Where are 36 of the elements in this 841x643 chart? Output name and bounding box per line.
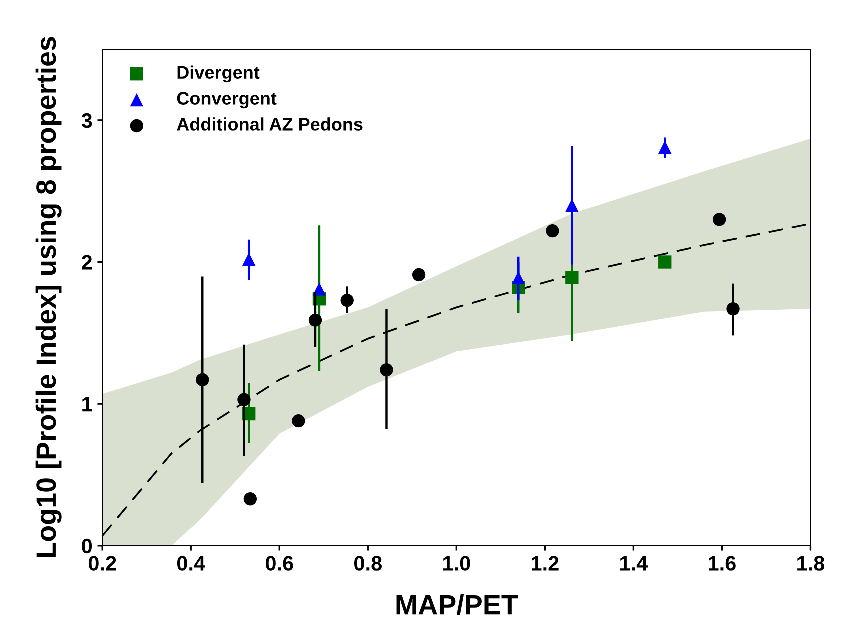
point <box>512 271 526 284</box>
y-tick-label: 3 <box>82 113 92 128</box>
x-tick-label: 0.2 <box>88 556 116 571</box>
x-tick-label: 1.0 <box>443 556 470 571</box>
point <box>658 140 672 154</box>
legend-label: Divergent <box>178 66 260 83</box>
x-tick-label: 1.6 <box>709 556 736 571</box>
point <box>312 282 326 296</box>
point <box>412 268 426 282</box>
x-tick-label: 1.2 <box>532 556 559 571</box>
x-axis-title: MAP/PET <box>396 594 518 616</box>
point <box>658 256 672 269</box>
x-tick-label: 0.8 <box>354 556 382 571</box>
point <box>566 271 579 284</box>
legend-label: Convergent <box>177 92 277 109</box>
x-tick-label: 0.4 <box>177 556 206 571</box>
y-tick-label: 0 <box>82 538 92 554</box>
point <box>196 373 210 387</box>
x-tick-label: 0.6 <box>266 556 294 571</box>
y-axis-title: Log10 [Profile Index] using 8 properties <box>36 37 62 558</box>
y-tick-label: 2 <box>82 255 92 270</box>
point <box>726 302 740 316</box>
x-tick-label: 1.8 <box>798 556 825 571</box>
point <box>546 224 560 238</box>
point <box>380 363 394 377</box>
point <box>238 393 251 406</box>
legend-label: Additional AZ Pedons <box>177 118 363 131</box>
point <box>292 414 306 428</box>
point <box>712 213 726 226</box>
point <box>340 294 354 308</box>
x-tick-label: 1.4 <box>620 556 648 571</box>
y-tick-label: 1 <box>82 397 92 412</box>
point <box>244 492 258 506</box>
point <box>308 314 322 327</box>
point <box>242 252 256 266</box>
point <box>566 198 579 212</box>
